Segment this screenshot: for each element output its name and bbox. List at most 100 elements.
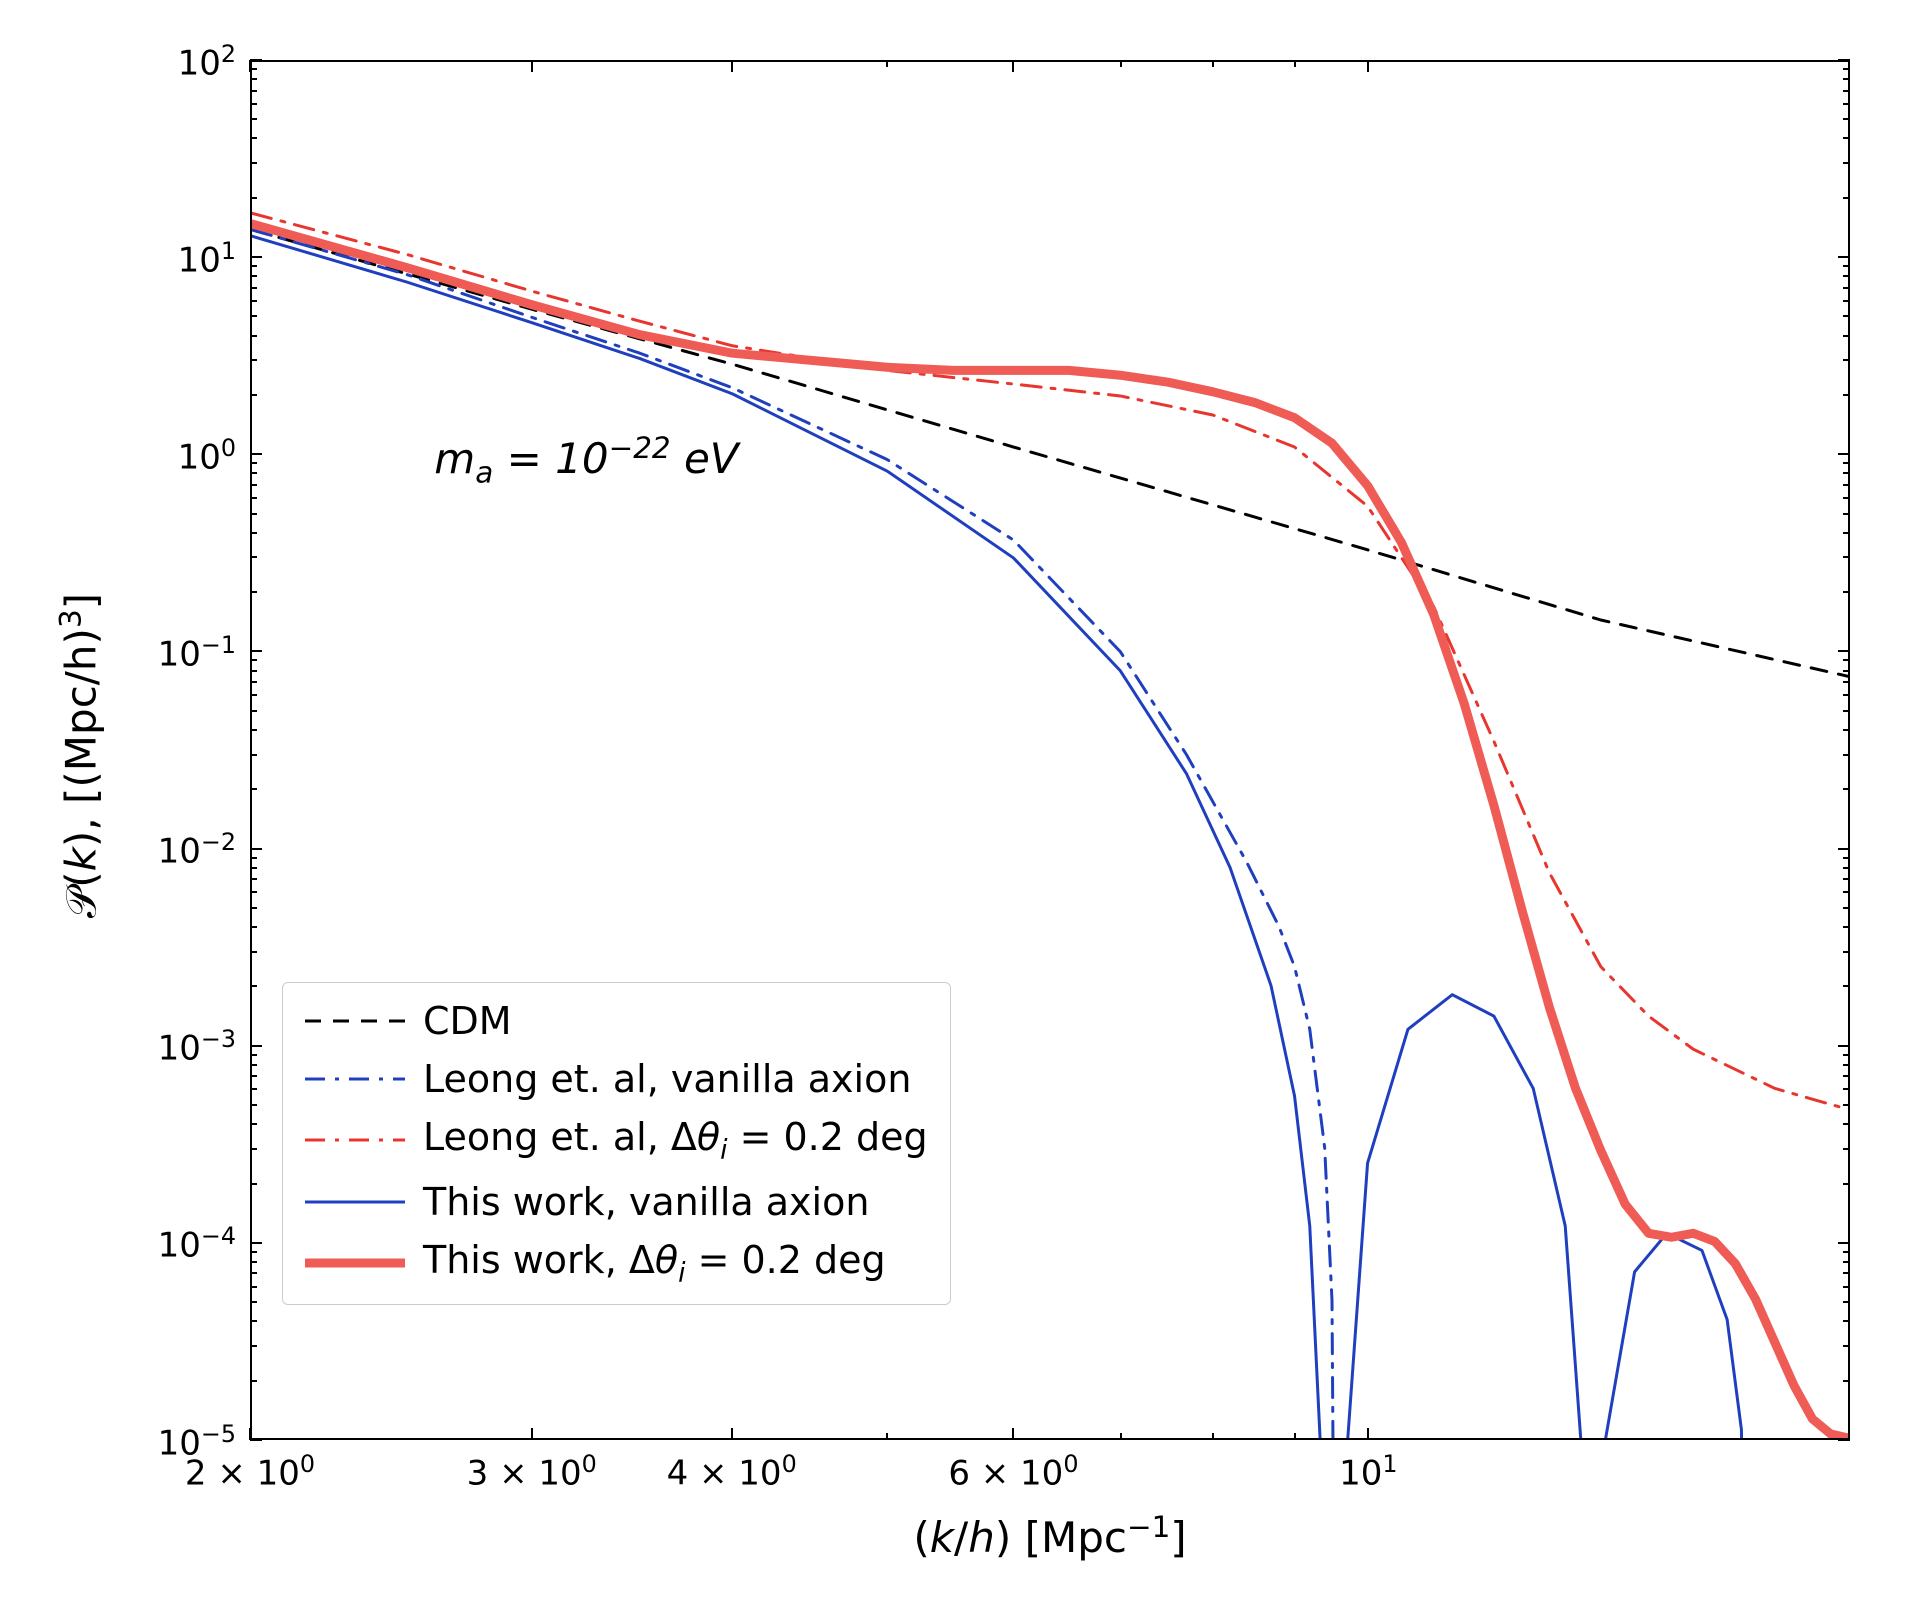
y-minor-tick-mark [1843,1380,1850,1382]
y-minor-tick-mark [1843,484,1850,486]
y-minor-tick-mark [1843,275,1850,277]
y-minor-tick-mark [250,1123,257,1125]
legend-row: Leong et. al, Δθi = 0.2 deg [305,1115,928,1166]
y-minor-tick-mark [250,513,257,515]
legend-label: This work, vanilla axion [423,1180,869,1224]
y-tick-label: 10−3 [158,1025,236,1068]
y-minor-tick-mark [250,315,257,317]
y-minor-tick-mark [1843,472,1850,474]
y-minor-tick-mark [1843,867,1850,869]
y-minor-tick-mark [1843,681,1850,683]
x-tick-label: 6 × 100 [923,1450,1103,1493]
y-minor-tick-mark [250,591,257,593]
y-minor-tick-mark [250,90,257,92]
legend: CDM Leong et. al, vanilla axion Leong et. … [282,982,951,1305]
y-minor-tick-mark [250,275,257,277]
y-minor-tick-mark [1843,1088,1850,1090]
y-minor-tick-mark [1843,985,1850,987]
x-axis-label: (k/h) [Mpc−1] [250,1510,1850,1562]
x-minor-tick-mark [1212,60,1214,67]
y-minor-tick-mark [1843,1054,1850,1056]
y-minor-tick-mark [250,926,257,928]
y-minor-tick-mark [1843,162,1850,164]
x-tick-mark [731,1428,733,1440]
x-minor-tick-mark [886,60,888,67]
y-minor-tick-mark [1843,137,1850,139]
legend-swatch [305,1248,405,1278]
y-minor-tick-mark [1843,670,1850,672]
y-minor-tick-mark [250,878,257,880]
y-minor-tick-mark [1843,1064,1850,1066]
x-tick-mark [531,1428,533,1440]
y-minor-tick-mark [250,867,257,869]
legend-label: Leong et. al, Δθi = 0.2 deg [423,1115,928,1166]
y-minor-tick-mark [1843,265,1850,267]
x-tick-mark [1367,1428,1369,1440]
y-minor-tick-mark [250,951,257,953]
y-minor-tick-mark [1843,951,1850,953]
y-minor-tick-mark [250,1272,257,1274]
y-minor-tick-mark [250,394,257,396]
legend-row: CDM [305,999,928,1043]
y-minor-tick-mark [1843,197,1850,199]
y-tick-mark [250,1439,262,1441]
x-tick-mark [1012,1428,1014,1440]
y-tick-mark [1838,1439,1850,1441]
y-minor-tick-mark [250,1286,257,1288]
y-minor-tick-mark [250,103,257,105]
y-minor-tick-mark [1843,532,1850,534]
y-minor-tick-mark [1843,891,1850,893]
y-tick-mark [250,59,262,61]
y-minor-tick-mark [1843,300,1850,302]
x-tick-mark [1012,60,1014,72]
y-minor-tick-mark [250,985,257,987]
y-minor-tick-mark [250,300,257,302]
y-minor-tick-mark [1843,1251,1850,1253]
y-tick-label: 10−1 [158,631,236,674]
y-minor-tick-mark [250,78,257,80]
y-minor-tick-mark [1843,1148,1850,1150]
y-minor-tick-mark [250,1088,257,1090]
x-tick-label: 3 × 100 [442,1450,622,1493]
y-minor-tick-mark [1843,1075,1850,1077]
legend-label: CDM [423,999,512,1043]
y-tick-mark [1838,453,1850,455]
y-minor-tick-mark [250,335,257,337]
y-tick-label: 100 [178,434,236,477]
y-tick-label: 10−2 [158,828,236,871]
y-minor-tick-mark [250,532,257,534]
x-minor-tick-mark [1120,60,1122,67]
y-minor-tick-mark [1843,1123,1850,1125]
y-minor-tick-mark [1843,1272,1850,1274]
y-minor-tick-mark [250,497,257,499]
y-minor-tick-mark [1843,926,1850,928]
y-tick-mark [1838,650,1850,652]
y-minor-tick-mark [250,659,257,661]
y-minor-tick-mark [250,694,257,696]
legend-label: This work, Δθi = 0.2 deg [423,1238,886,1289]
y-minor-tick-mark [1843,659,1850,661]
y-minor-tick-mark [250,1345,257,1347]
y-minor-tick-mark [1843,857,1850,859]
y-minor-tick-mark [250,197,257,199]
y-minor-tick-mark [250,162,257,164]
legend-label: Leong et. al, vanilla axion [423,1057,911,1101]
y-minor-tick-mark [250,670,257,672]
y-minor-tick-mark [1843,754,1850,756]
legend-swatch [305,1187,405,1217]
y-minor-tick-mark [1843,462,1850,464]
y-minor-tick-mark [1843,556,1850,558]
y-minor-tick-mark [250,710,257,712]
y-minor-tick-mark [250,1183,257,1185]
y-minor-tick-mark [1843,788,1850,790]
legend-row: Leong et. al, vanilla axion [305,1057,928,1101]
y-minor-tick-mark [250,891,257,893]
y-minor-tick-mark [250,1320,257,1322]
y-minor-tick-mark [250,1075,257,1077]
y-minor-tick-mark [250,472,257,474]
x-minor-tick-mark [1212,1433,1214,1440]
mass-annotation: ma = 10−22 eV [434,431,738,489]
y-tick-mark [1838,848,1850,850]
x-tick-mark [731,60,733,72]
x-minor-tick-mark [1120,1433,1122,1440]
